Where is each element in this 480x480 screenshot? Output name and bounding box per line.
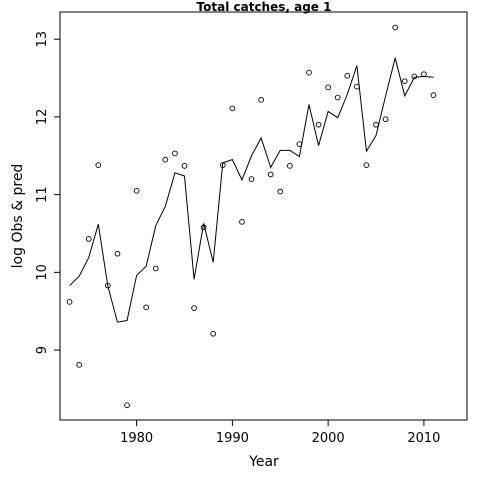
observed-point <box>76 361 83 368</box>
observed-point <box>172 150 178 157</box>
observed-point <box>354 83 360 90</box>
observed-point <box>306 69 312 76</box>
predicted-series <box>69 57 434 323</box>
y-tick-label: 12 <box>35 109 50 126</box>
observed-point <box>248 176 255 182</box>
observed-point <box>258 96 264 103</box>
observed-point <box>334 94 341 101</box>
observed-series <box>66 24 437 409</box>
observed-point <box>162 156 169 163</box>
observed-point <box>85 236 92 242</box>
observed-point <box>373 121 379 128</box>
y-tick-label: 13 <box>35 31 50 48</box>
observed-point <box>200 224 207 231</box>
y-axis-label: log Obs & pred <box>10 164 26 269</box>
plot-frame <box>59 11 468 421</box>
observed-point <box>344 72 351 79</box>
chart-title: Total catches, age 1 <box>197 0 332 14</box>
observed-point <box>277 188 284 195</box>
observed-point <box>143 304 150 311</box>
y-axis: 9 10 11 12 13 <box>35 31 60 354</box>
observed-point <box>286 163 293 169</box>
observed-point <box>363 162 370 168</box>
x-axis-label: Year <box>248 454 279 470</box>
observed-point <box>430 92 437 99</box>
observed-point <box>191 305 197 311</box>
observed-point <box>181 163 188 169</box>
observed-point <box>421 71 427 78</box>
observed-point <box>315 121 322 128</box>
observed-point <box>133 187 140 194</box>
observed-point <box>267 171 274 178</box>
observed-point <box>296 141 303 147</box>
observed-point <box>95 162 102 168</box>
observed-point <box>105 282 111 289</box>
observed-point <box>239 218 245 225</box>
observed-point <box>411 73 418 80</box>
observed-point <box>229 105 236 112</box>
x-tick-label: 2000 <box>312 431 345 446</box>
observed-point <box>382 116 389 123</box>
observed-point <box>325 84 331 91</box>
y-tick-label: 11 <box>35 186 50 203</box>
y-tick-label: 10 <box>35 264 50 281</box>
predicted-line <box>69 57 434 323</box>
observed-point <box>114 250 121 257</box>
observed-point <box>124 402 130 409</box>
x-tick-label: 1990 <box>216 431 249 446</box>
observed-point <box>219 162 226 168</box>
observed-point <box>210 330 217 337</box>
y-tick-label: 9 <box>35 346 50 354</box>
observed-point <box>152 265 159 272</box>
x-tick-label: 1980 <box>120 431 153 446</box>
x-tick-label: 2010 <box>407 431 440 446</box>
observed-point <box>392 24 399 31</box>
observed-point <box>66 299 73 305</box>
x-axis: 1980 1990 2000 2010 <box>120 420 440 446</box>
observed-point <box>401 78 408 85</box>
